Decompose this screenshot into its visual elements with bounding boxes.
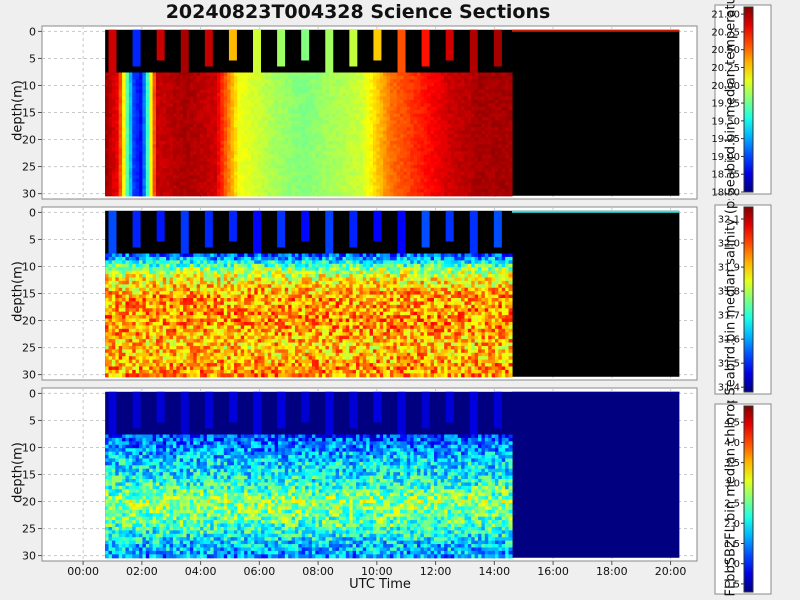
panel1-colorbar-tick-label: 20.75 (711, 27, 740, 38)
panel3-colorbar-tick-label: 0.5 (724, 579, 740, 590)
panel1-ytick-label: 10 (22, 79, 36, 92)
x-tick-label: 12:00 (420, 565, 452, 578)
panel3-ytick-label: 25 (22, 523, 36, 536)
panel3-colorbar-tick-label: 4.0 (724, 438, 740, 449)
panel1-colorbar (743, 6, 754, 193)
panel2-ylabel: depth(m) (10, 261, 26, 322)
x-tick-label: 06:00 (244, 565, 276, 578)
panel1-ylabel: depth(m) (10, 80, 26, 141)
panel1-colorbar-tick-label: 19.25 (711, 134, 740, 145)
panel3-heatmap (105, 391, 513, 559)
panel3-colorbar-box (714, 403, 772, 595)
panel2-ytick-label: 5 (29, 233, 36, 246)
panel2-colorbar-tick-label: 31.6 (718, 335, 740, 346)
x-tick-label: 04:00 (185, 565, 217, 578)
panel3-ytick-label: 10 (22, 441, 36, 454)
chart-title: 20240823T004328 Science Sections (165, 1, 551, 23)
panel1-colorbar-tick-label: 19.75 (711, 99, 740, 110)
panel2-colorbar-tick-label: 31.7 (718, 311, 740, 322)
salinity-colorbar-label: Seabird.bin median salinity (psu) (723, 199, 739, 396)
panel1-ytick-label: 20 (22, 134, 36, 147)
panel3-ytick-label: 15 (22, 469, 36, 482)
x-tick-label: 20:00 (655, 565, 687, 578)
panel2-colorbar-tick-label: 32.0 (718, 239, 740, 250)
panel1-heatmap (105, 29, 513, 197)
panel1-ytick-label: 15 (22, 107, 36, 120)
panel3-ytick-label: 0 (29, 387, 36, 400)
panel1-colorbar-box (714, 4, 772, 195)
panel2-colorbar-tick-label: 31.4 (718, 383, 740, 394)
panel3-ytick-label: 30 (22, 550, 36, 563)
panel3-ytick-label: 5 (29, 414, 36, 427)
x-tick-label: 16:00 (537, 565, 569, 578)
panel1-colorbar-tick-label: 20.00 (711, 81, 740, 92)
panel2-colorbar-tick-label: 32.1 (718, 215, 740, 226)
panel2-ytick-label: 20 (22, 315, 36, 328)
x-tick-label: 18:00 (596, 565, 628, 578)
panel3-colorbar-tick-label: 3.0 (724, 478, 740, 489)
x-tick-label: 10:00 (361, 565, 393, 578)
panel3-colorbar (743, 405, 754, 593)
panel2-surface-line (511, 210, 680, 213)
panel1-colorbar-tick-label: 19.00 (711, 152, 740, 163)
chlorophyll-colorbar-label: FLbbSB2FL.bin median chlorophyll (ug/L) (723, 400, 739, 597)
panel3-ylabel: depth(m) (10, 442, 26, 503)
panel1-surface-line (511, 29, 680, 32)
panel1-colorbar-tick-label: 18.75 (711, 170, 740, 181)
panel1-colorbar-tick-label: 21.00 (711, 10, 740, 21)
panel3-surface-line (511, 391, 680, 394)
panel2-ytick-label: 30 (22, 369, 36, 382)
panel1-colorbar-tick-label: 18.50 (711, 188, 740, 199)
panel3-colorbar-tick-label: 4.5 (724, 418, 740, 429)
panel1-ytick-label: 30 (22, 188, 36, 201)
panel1-colorbar-tick-label: 20.25 (711, 63, 740, 74)
panel1-colorbar-tick-label: 19.50 (711, 116, 740, 127)
panel2-ytick-label: 15 (22, 288, 36, 301)
panel1-ytick-label: 5 (29, 52, 36, 65)
panel2-colorbar-box (714, 204, 772, 395)
panel1-colorbar-tick-label: 20.50 (711, 45, 740, 56)
panel3-colorbar-tick-label: 3.5 (724, 458, 740, 469)
temperature-colorbar-label: Seabird.bin median temperature (C) (723, 0, 739, 196)
panel3-ytick-label: 20 (22, 496, 36, 509)
x-tick-label: 02:00 (126, 565, 158, 578)
panel3-colorbar-tick-label: 2.0 (724, 519, 740, 530)
x-axis-label: UTC Time (349, 577, 411, 592)
panel1-ytick-label: 0 (29, 25, 36, 38)
x-tick-label: 00:00 (67, 565, 99, 578)
panel2-ytick-label: 25 (22, 342, 36, 355)
panel2-colorbar-tick-label: 31.5 (718, 359, 740, 370)
x-tick-label: 08:00 (302, 565, 334, 578)
panel2-ytick-label: 10 (22, 260, 36, 273)
panel2-colorbar (743, 206, 754, 393)
panel3-colorbar-tick-label: 1.0 (724, 559, 740, 570)
panel1-ytick-label: 25 (22, 161, 36, 174)
panel2-ytick-label: 0 (29, 206, 36, 219)
panel3-colorbar-tick-label: 2.5 (724, 499, 740, 510)
x-tick-label: 14:00 (478, 565, 510, 578)
panel2-colorbar-tick-label: 31.8 (718, 287, 740, 298)
panel3-colorbar-tick-label: 1.5 (724, 539, 740, 550)
panel2-colorbar-tick-label: 31.9 (718, 263, 740, 274)
panel2-heatmap (105, 210, 513, 378)
